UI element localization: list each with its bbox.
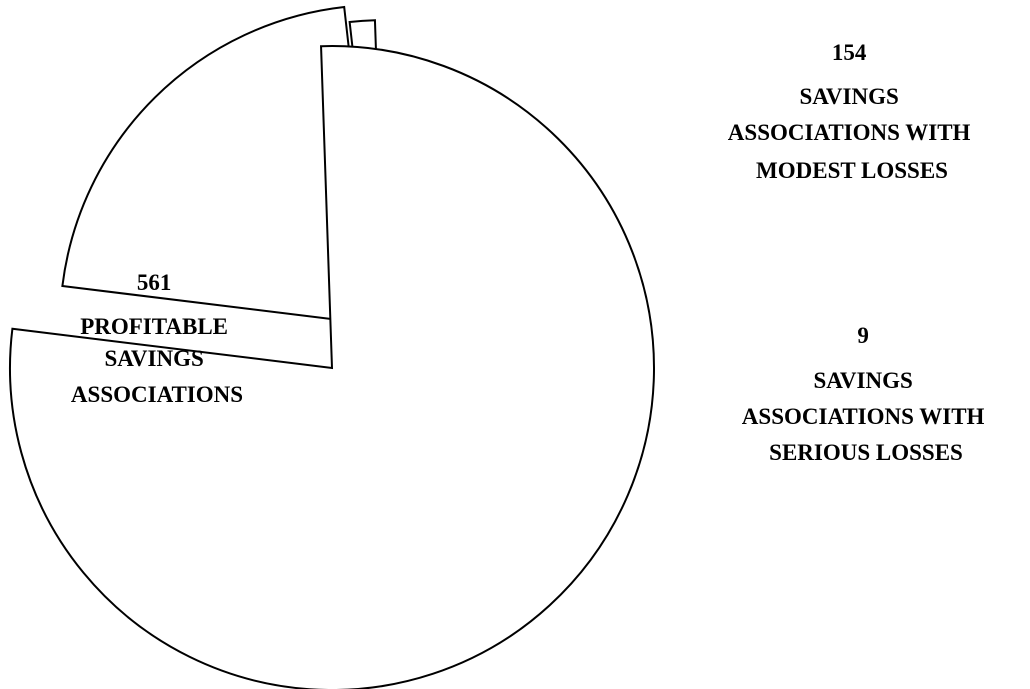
pie-slices xyxy=(9,5,655,689)
label-modest-losses-line-3: MODEST LOSSES xyxy=(756,158,948,183)
slice-profitable xyxy=(9,45,655,689)
label-serious-losses-line-1: SAVINGS xyxy=(813,368,912,393)
label-serious-losses-value: 9 xyxy=(857,323,869,348)
label-modest-losses-line-1: SAVINGS xyxy=(799,84,898,109)
label-profitable-line-2: SAVINGS xyxy=(104,346,203,371)
label-profitable-line-3: ASSOCIATIONS xyxy=(71,382,243,407)
slice-modest-losses xyxy=(61,5,382,327)
label-serious-losses-line-2: ASSOCIATIONS WITH xyxy=(742,404,985,429)
label-profitable: 561 PROFITABLE SAVINGS ASSOCIATIONS xyxy=(71,270,243,407)
label-modest-losses-value: 154 xyxy=(832,40,867,65)
label-profitable-line-1: PROFITABLE xyxy=(80,314,228,339)
label-profitable-value: 561 xyxy=(137,270,172,295)
label-modest-losses: 154 SAVINGS ASSOCIATIONS WITH MODEST LOS… xyxy=(728,40,976,183)
label-modest-losses-line-2: ASSOCIATIONS WITH xyxy=(728,120,971,145)
label-serious-losses: 9 SAVINGS ASSOCIATIONS WITH SERIOUS LOSS… xyxy=(742,323,990,465)
label-serious-losses-line-3: SERIOUS LOSSES xyxy=(769,440,963,465)
